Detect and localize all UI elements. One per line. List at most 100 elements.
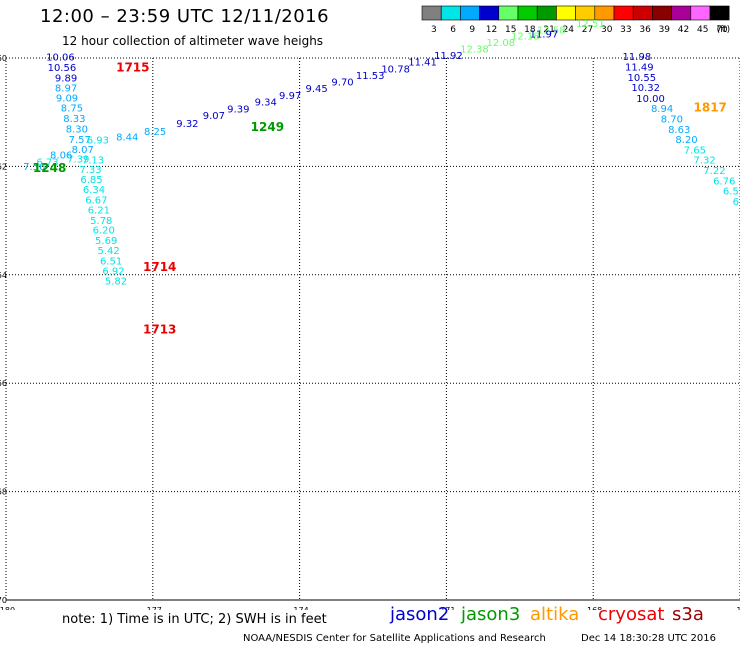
colorbar-label: 18 [524, 25, 536, 35]
wave-height-value: 12.51 [576, 19, 605, 30]
x-tick-label: -180 [0, 606, 15, 610]
wave-height-value: 6.51 [100, 257, 122, 268]
wave-height-value: 8.97 [55, 84, 77, 95]
colorbar-label: 70 [716, 25, 728, 35]
grid [5, 57, 740, 601]
chart-subtitle: 12 hour collection of altimeter wave hei… [62, 34, 324, 48]
colorbar-label: 24 [563, 25, 575, 35]
legend-s3a: s3a [672, 604, 704, 625]
colorbar-label: 12 [486, 25, 497, 35]
wave-height-value: 6.92 [102, 266, 124, 277]
colorbar-unit: (ft) [717, 25, 731, 35]
wave-height-value: 6.67 [85, 195, 107, 206]
wave-height-value: 9.32 [176, 119, 198, 130]
wave-height-value: 7.33 [79, 165, 101, 176]
wave-height-value: 9.39 [227, 105, 249, 116]
pass-time-label: 1715 [116, 61, 149, 75]
wave-height-value: 8.20 [675, 135, 697, 146]
colorbar-label: 45 [697, 25, 708, 35]
wave-height-value: 6.21 [88, 206, 110, 217]
legend-jason2: jason2 [390, 604, 450, 625]
wave-height-value: 8.94 [651, 104, 673, 115]
wave-height-value: 8.44 [116, 132, 138, 143]
wave-height-value: 7.56 [23, 162, 45, 173]
wave-height-value: 10.32 [631, 83, 660, 94]
altimeter-map: -180 -177 -174 -171 -168 -16 -60 -62 -64 -66 -68 -7… [0, 19, 740, 610]
pass-time-label: 1817 [694, 101, 727, 115]
y-tick-label: -68 [0, 488, 7, 497]
wave-height-value: 8.70 [661, 114, 683, 125]
wave-height-value: 11.98 [623, 52, 652, 63]
wave-height-value: 8.63 [668, 125, 690, 136]
wave-height-value: 6.20 [93, 226, 115, 237]
x-tick-label: -177 [144, 606, 162, 610]
wave-height-value: 11.41 [408, 58, 437, 69]
wave-height-value: 6.85 [80, 175, 102, 186]
wave-height-value: 9.09 [56, 93, 78, 104]
wave-height-value: 11.49 [625, 62, 654, 73]
colorbar-swatch [709, 5, 730, 21]
x-tick-label: -171 [437, 606, 455, 610]
legend-cryosat: cryosat [598, 604, 665, 625]
wave-height-value: 10.56 [48, 63, 77, 74]
colorbar-label: 15 [505, 25, 516, 35]
wave-height-value: 7.32 [694, 156, 716, 167]
wave-height-value: 9.97 [279, 91, 301, 102]
colorbar-label: 39 [659, 25, 671, 35]
wave-height-value: 12.18 [511, 32, 540, 43]
credit-line: NOAA/NESDIS Center for Satellite Applica… [243, 633, 546, 644]
y-tick-label: -62 [0, 162, 7, 171]
pass-time-label: 1713 [143, 322, 176, 336]
x-tick-label: -168 [584, 606, 602, 610]
y-tick-label: -70 [0, 596, 7, 605]
generated-timestamp: Dec 14 18:30:28 UTC 2016 [581, 633, 716, 644]
wave-height-value: 7.13 [82, 156, 104, 167]
wave-height-value: 9.34 [255, 98, 277, 109]
wave-height-value: 5.69 [95, 236, 117, 247]
wave-height-value: 6.93 [87, 136, 109, 147]
colorbar-label: 30 [601, 25, 613, 35]
x-tick-label: -16 [733, 606, 740, 610]
x-tick-label: -174 [291, 606, 309, 610]
footnote: note: 1) Time is in UTC; 2) SWH is in fe… [62, 612, 327, 627]
wave-height-value: 10.00 [636, 94, 665, 105]
wave-height-value: 8.33 [63, 114, 85, 125]
wave-height-value: 11.53 [356, 71, 385, 82]
wave-height-value: 6.73 [36, 157, 58, 168]
wave-height-value: 6.34 [83, 185, 105, 196]
wave-height-value: 6.76 [713, 176, 735, 187]
wave-height-value: 7.22 [703, 166, 725, 177]
wave-height-value: 9.70 [331, 78, 353, 89]
wave-height-value: 12.58 [537, 26, 566, 37]
wave-height-value: 5.42 [98, 246, 120, 257]
legend-jason3: jason3 [461, 604, 521, 625]
colorbar-label: 36 [639, 25, 651, 35]
colorbar-label: 27 [582, 25, 593, 35]
wave-height-value: 5.82 [105, 277, 127, 288]
wave-height-value: 11.97 [530, 29, 559, 40]
pass-time-label: 1248 [33, 161, 66, 175]
colorbar-label: 33 [620, 25, 631, 35]
chart-title: 12:00 – 23:59 UTC 12/11/2016 [40, 6, 330, 27]
wave-height-value: 9.07 [203, 111, 225, 122]
wave-height-value: 12.08 [487, 38, 516, 49]
colorbar-label: 3 [431, 25, 437, 35]
colorbar-label: 42 [678, 25, 689, 35]
wave-height-value: 11.92 [434, 51, 463, 62]
wave-height-value: 8.25 [144, 127, 166, 138]
wave-height-value: 9.45 [305, 84, 327, 95]
colorbar-label: 21 [543, 25, 554, 35]
pass-time-label: 1714 [143, 260, 176, 274]
wave-height-value: 10.78 [381, 65, 410, 76]
wave-height-value: 8.75 [61, 104, 83, 115]
wave-height-value: 6.52 [723, 187, 740, 198]
wave-height-value: 6.64 [733, 197, 740, 208]
wave-height-value: 10.55 [627, 73, 656, 84]
colorbar: 3 6 9 12 15 18 21 24 27 30 33 36 39 42 45 70(ft) [421, 5, 731, 35]
colorbar-label: 9 [469, 25, 475, 35]
y-tick-label: -66 [0, 379, 7, 388]
wave-height-value: 5.78 [90, 216, 112, 227]
colorbar-label: 6 [450, 25, 456, 35]
legend-altika: altika [530, 604, 580, 625]
wave-height-value: 8.30 [66, 124, 88, 135]
